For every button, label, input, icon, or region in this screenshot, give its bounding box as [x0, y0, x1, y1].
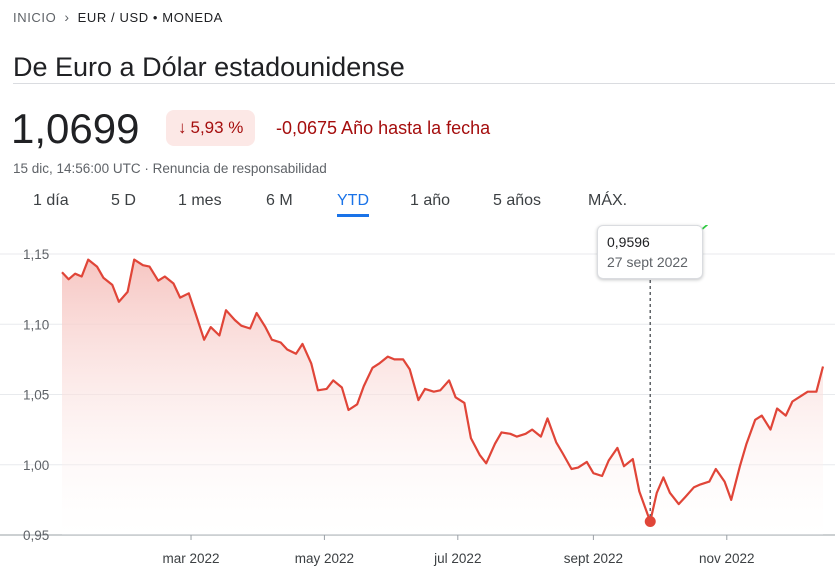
- breadcrumb-home-link[interactable]: INICIO: [13, 9, 57, 25]
- arrow-down-icon: ↓: [178, 118, 187, 137]
- tooltip-date: 27 sept 2022: [607, 254, 688, 270]
- disclaimer-link[interactable]: Renuncia de responsabilidad: [152, 161, 327, 176]
- y-tick-label: 1,10: [23, 317, 49, 332]
- tab-5-days[interactable]: 5 D: [111, 192, 136, 209]
- tab-1-year[interactable]: 1 año: [410, 192, 451, 209]
- tab-ytd[interactable]: YTD: [337, 192, 369, 217]
- tooltip-value: 0,9596: [607, 234, 650, 250]
- price-chart[interactable]: 1,15 1,10 1,05 1,00 0,95 mar 2022 may 2022 jul…: [0, 225, 835, 571]
- y-tick-label: 1,05: [23, 388, 49, 403]
- y-tick-label: 1,15: [23, 247, 49, 262]
- price-series-line: [61, 258, 825, 523]
- quote-meta: 15 dic, 14:56:00 UTC · Renuncia de respo…: [13, 161, 327, 176]
- title-divider: [13, 83, 835, 84]
- x-tick-label: nov 2022: [699, 551, 755, 566]
- breadcrumb-current: EUR / USD • MONEDA: [77, 9, 223, 25]
- page-title: De Euro a Dólar estadounidense: [13, 52, 405, 83]
- change-absolute: -0,0675 Año hasta la fecha: [276, 118, 491, 138]
- price-area-fill: [62, 259, 823, 535]
- x-tick-label: jul 2022: [433, 551, 481, 566]
- tab-5-years[interactable]: 5 años: [493, 192, 542, 209]
- y-tick-label: 0,95: [23, 528, 49, 543]
- tab-6-months[interactable]: 6 M: [266, 192, 293, 209]
- change-percent-value: 5,93 %: [190, 118, 244, 137]
- meta-separator: ·: [144, 161, 149, 176]
- x-axis-labels: mar 2022 may 2022 jul 2022 sept 2022 nov 202…: [162, 535, 755, 566]
- tab-max[interactable]: MÁX.: [588, 192, 628, 209]
- hover-point: [644, 516, 656, 528]
- x-tick-label: mar 2022: [162, 551, 219, 566]
- x-tick-label: may 2022: [295, 551, 354, 566]
- breadcrumb: INICIO › EUR / USD • MONEDA: [13, 9, 223, 25]
- chart-area[interactable]: 1,15 1,10 1,05 1,00 0,95 mar 2022 may 2022 jul…: [0, 225, 835, 571]
- quote-timestamp: 15 dic, 14:56:00 UTC: [13, 161, 141, 176]
- y-tick-label: 1,00: [23, 458, 49, 473]
- tab-1-day[interactable]: 1 día: [33, 192, 69, 209]
- x-tick-label: sept 2022: [564, 551, 623, 566]
- chart-tooltip: 0,9596 27 sept 2022: [597, 225, 703, 279]
- current-price: 1,0699: [11, 105, 140, 152]
- range-tabs: 1 día 5 D 1 mes 6 M YTD 1 año 5 años MÁX…: [0, 192, 835, 222]
- y-axis-labels: 1,15 1,10 1,05 1,00 0,95: [23, 247, 49, 543]
- chevron-right-icon: ›: [64, 9, 70, 25]
- tab-1-month[interactable]: 1 mes: [178, 192, 222, 209]
- change-percent-badge: ↓ 5,93 %: [166, 110, 256, 146]
